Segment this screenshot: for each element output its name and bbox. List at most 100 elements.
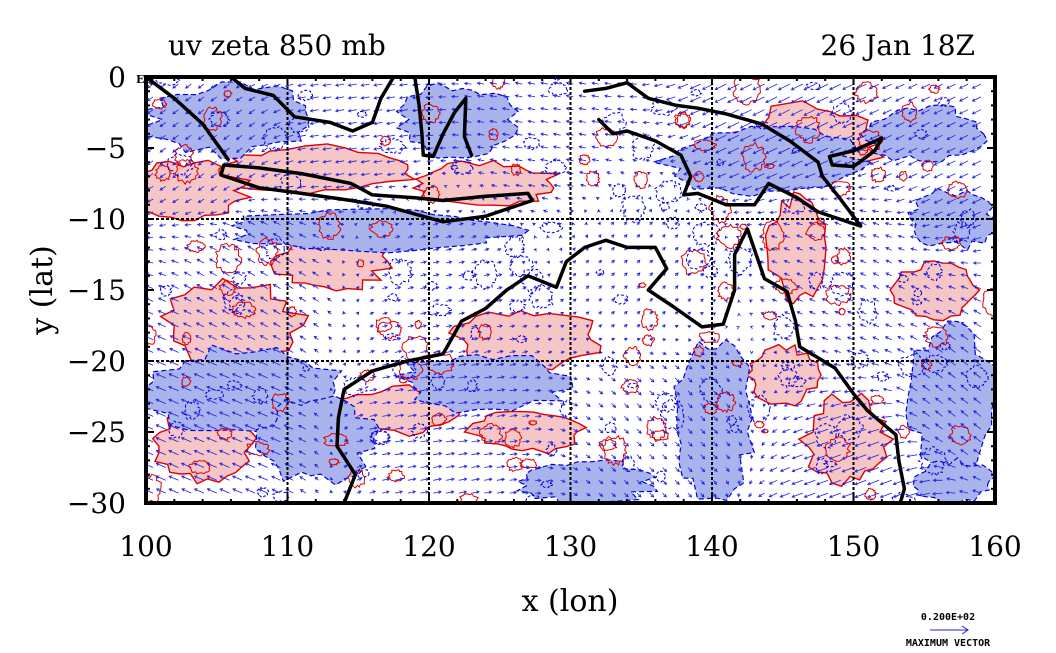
wind-vector — [857, 185, 867, 189]
wind-vector — [768, 198, 778, 203]
wind-vector — [645, 158, 650, 163]
wind-vector — [433, 324, 440, 328]
wind-vector — [535, 414, 542, 419]
wind-vector — [273, 173, 281, 177]
wind-vector — [882, 147, 892, 153]
positive-contour — [214, 242, 243, 274]
wind-vector — [690, 122, 701, 128]
wind-vector — [828, 441, 841, 447]
wind-vector — [438, 120, 447, 125]
wind-vector — [910, 323, 918, 328]
wind-vector — [749, 480, 753, 485]
wind-vector — [597, 208, 601, 213]
wind-vector — [622, 196, 627, 200]
wind-vector — [270, 437, 281, 443]
wind-vector — [971, 109, 982, 115]
wind-vector — [662, 492, 667, 498]
vector-legend-magnitude: 0.200E+02 — [921, 612, 975, 623]
wind-vector — [648, 196, 652, 201]
positive-contour — [602, 434, 628, 467]
wind-vector — [750, 377, 754, 382]
wind-vector — [509, 375, 518, 380]
wind-vector — [248, 160, 256, 166]
wind-vector — [713, 351, 718, 356]
wind-vector — [624, 310, 628, 315]
wind-vector — [309, 147, 319, 151]
wind-vector — [920, 109, 931, 115]
negative-contour — [168, 420, 186, 439]
wind-vector — [712, 312, 717, 316]
wind-vector — [908, 185, 918, 191]
y-tick-label: −5 — [85, 132, 126, 165]
wind-vector — [636, 259, 641, 264]
wind-vector — [791, 492, 803, 498]
wind-vector — [458, 388, 468, 392]
wind-vector — [351, 210, 357, 214]
positive-contour — [246, 440, 271, 457]
wind-vector — [170, 272, 179, 277]
wind-vector — [790, 109, 803, 116]
wind-vector — [573, 311, 577, 315]
wind-vector — [386, 159, 396, 164]
x-tick-label: 120 — [402, 530, 455, 563]
wind-vector — [420, 286, 427, 290]
wind-vector — [552, 81, 561, 86]
wind-vector — [184, 198, 192, 203]
wind-vector — [884, 222, 892, 226]
wind-vector — [841, 492, 854, 499]
wind-vector — [591, 158, 599, 162]
wind-vector — [540, 81, 548, 85]
wind-vector — [180, 462, 192, 468]
wind-vector — [759, 286, 765, 290]
negative-contour — [659, 398, 685, 431]
wind-vector — [285, 209, 294, 213]
wind-vector — [373, 134, 383, 138]
wind-vector — [713, 390, 719, 396]
wind-vector — [159, 134, 167, 140]
wind-vector — [598, 390, 604, 395]
wind-vector — [649, 441, 655, 447]
positive-contour — [598, 439, 618, 452]
wind-vector — [223, 96, 230, 102]
wind-vector — [433, 247, 440, 252]
wind-vector — [834, 221, 841, 226]
wind-vector — [259, 335, 268, 341]
wind-vector — [553, 183, 561, 188]
positive-contour — [764, 162, 776, 170]
wind-vector — [586, 350, 591, 355]
wind-vector — [451, 145, 459, 150]
wind-vector — [573, 492, 579, 496]
wind-vector — [758, 222, 765, 227]
wind-vector — [752, 147, 765, 154]
wind-vector — [197, 211, 205, 215]
wind-vector — [172, 173, 179, 179]
wind-vector — [946, 160, 956, 166]
wind-vector — [185, 134, 192, 140]
wind-vector — [748, 261, 752, 265]
wind-vector — [445, 400, 456, 405]
wind-vector — [662, 428, 668, 435]
wind-vector — [649, 310, 654, 315]
wind-vector — [847, 323, 854, 328]
wind-vector — [773, 376, 778, 380]
wind-vector — [356, 464, 363, 469]
wind-vector — [897, 247, 905, 251]
wind-vector — [882, 109, 892, 115]
wind-vector — [356, 477, 363, 481]
wind-vector — [624, 272, 628, 277]
wind-vector — [847, 298, 854, 302]
wind-vector — [598, 234, 602, 238]
wind-vector — [636, 285, 641, 289]
wind-vector — [246, 335, 256, 341]
wind-vector — [221, 309, 230, 315]
wind-vector — [584, 221, 588, 226]
wind-vector — [248, 96, 256, 102]
wind-vector — [221, 322, 230, 328]
wind-vector — [749, 350, 754, 355]
wind-vector — [458, 349, 467, 354]
wind-vector — [297, 134, 306, 139]
wind-vector — [946, 224, 956, 229]
wind-vector — [947, 322, 956, 328]
wind-vector — [960, 285, 969, 289]
